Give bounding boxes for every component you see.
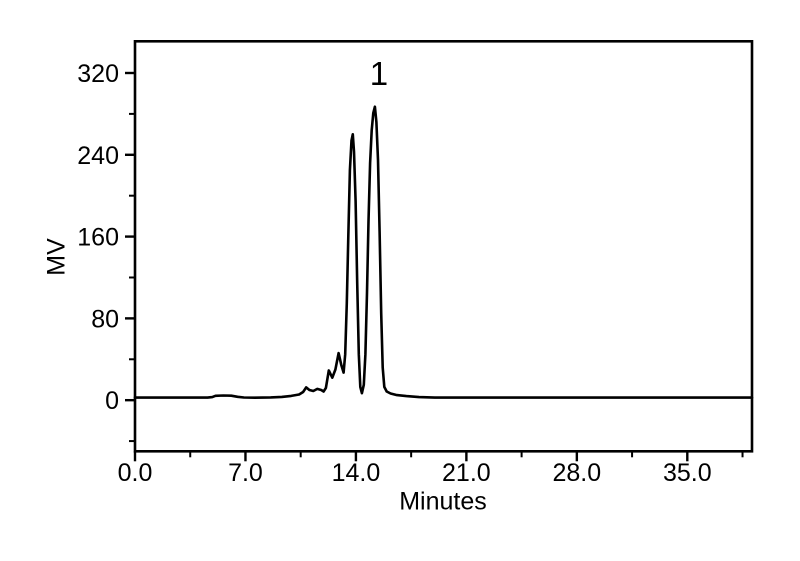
y-tick-label: 320: [77, 60, 119, 88]
y-axis-title: MV: [42, 238, 71, 276]
y-tick-label: 160: [77, 224, 119, 252]
x-tick-label: 7.0: [228, 459, 263, 487]
x-tick-label: 0.0: [118, 459, 153, 487]
y-tick-label: 240: [77, 142, 119, 170]
detector-trace: [133, 105, 754, 399]
plot-frame: [133, 39, 754, 453]
y-tick-label: 0: [105, 387, 119, 415]
x-tick-label: 28.0: [553, 459, 602, 487]
y-tick-label: 80: [91, 305, 119, 333]
axis-ticks: [125, 71, 744, 462]
x-tick-label: 35.0: [663, 459, 712, 487]
x-tick-label: 14.0: [332, 459, 381, 487]
x-tick-label: 21.0: [442, 459, 491, 487]
axis-tick-labels: 0.0 7.0 14.0 21.0 28.0 35.0 0 80 160 240 320: [77, 60, 711, 487]
x-axis-title: Minutes: [399, 487, 487, 516]
peak-annotation: 1: [369, 55, 389, 93]
